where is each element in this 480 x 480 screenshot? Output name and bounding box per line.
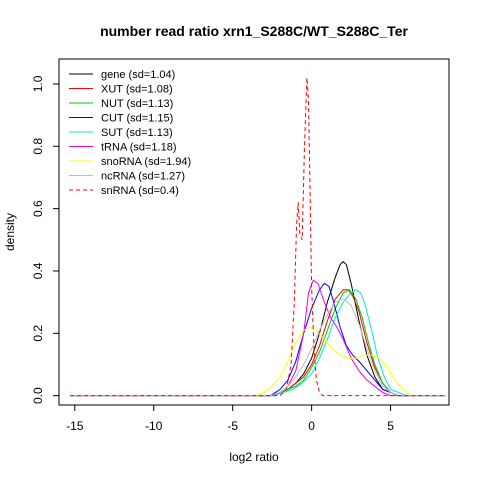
y-tick-label: 0.6 [31, 200, 45, 217]
legend-label: gene (sd=1.04) [101, 69, 175, 81]
x-tick-label: 0 [308, 419, 315, 433]
series-line [70, 282, 446, 397]
x-tick-label: -5 [227, 419, 238, 433]
x-axis: -15 -10 -5 0 5 [66, 404, 394, 433]
y-tick-label: 0.2 [31, 325, 45, 342]
y-tick-label: 0.8 [31, 138, 45, 155]
series-line [70, 289, 446, 397]
series-line [70, 260, 446, 397]
series-line [70, 289, 446, 397]
plot-frame [58, 58, 450, 406]
y-tick-label: 0.0 [31, 387, 45, 404]
series-line [70, 289, 446, 397]
legend-label: snRNA (sd=0.4) [101, 185, 179, 197]
legend-label: tRNA (sd=1.18) [101, 142, 177, 154]
legend: gene (sd=1.04) XUT (sd=1.08) NUT (sd=1.13)… [69, 69, 191, 197]
series-line [70, 298, 446, 397]
x-tick-label: -15 [66, 419, 84, 433]
y-axis-label: density [3, 213, 17, 251]
y-tick-label: 0.4 [31, 262, 45, 279]
series-layer [70, 77, 446, 397]
legend-label: CUT (sd=1.15) [101, 113, 173, 125]
series-line [70, 279, 446, 397]
legend-label: NUT (sd=1.13) [101, 98, 173, 110]
y-axis: 0.0 0.2 0.4 0.6 0.8 1.0 [31, 75, 60, 404]
legend-label: snoRNA (sd=1.94) [101, 156, 191, 168]
legend-label: ncRNA (sd=1.27) [101, 171, 185, 183]
y-tick-label: 1.0 [31, 75, 45, 92]
chart-title: number read ratio xrn1_S288C/WT_S288C_Te… [100, 23, 408, 39]
series-line [70, 77, 446, 397]
series-line [70, 326, 446, 397]
x-tick-label: -10 [145, 419, 163, 433]
x-tick-label: 5 [387, 419, 394, 433]
legend-label: XUT (sd=1.08) [101, 84, 173, 96]
x-axis-label: log2 ratio [229, 450, 279, 464]
legend-label: SUT (sd=1.13) [101, 127, 173, 139]
